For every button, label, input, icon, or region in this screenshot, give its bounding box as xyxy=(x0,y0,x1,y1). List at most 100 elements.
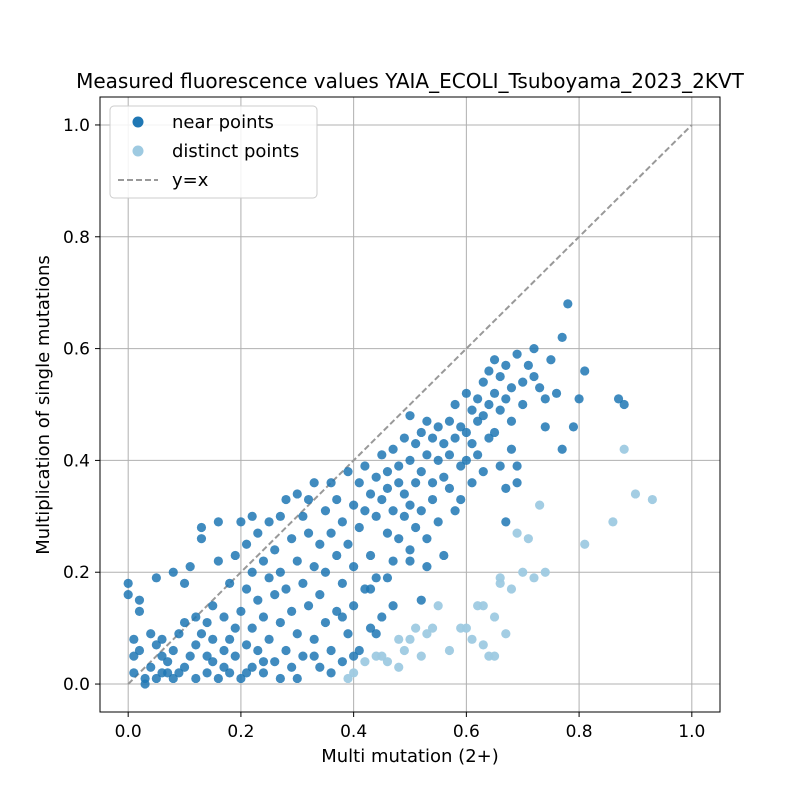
near-point xyxy=(168,673,178,684)
near-point xyxy=(489,427,500,438)
distinct-point xyxy=(411,623,421,633)
near-point xyxy=(275,617,285,628)
near-point xyxy=(219,612,229,622)
y-tick-label: 0.4 xyxy=(63,451,90,471)
near-point xyxy=(202,668,212,678)
grid-lines xyxy=(100,97,720,712)
near-point xyxy=(264,573,274,583)
near-point xyxy=(501,483,511,493)
near-point xyxy=(275,567,285,577)
distinct-point xyxy=(433,601,443,611)
near-point xyxy=(551,388,562,398)
near-point xyxy=(354,478,364,488)
near-point xyxy=(134,645,145,656)
near-point xyxy=(337,517,347,527)
near-point xyxy=(461,455,471,466)
near-point xyxy=(281,645,291,656)
distinct-point xyxy=(580,539,590,549)
near-point xyxy=(315,539,325,549)
near-point xyxy=(202,651,212,661)
near-point xyxy=(495,461,505,471)
near-point xyxy=(456,494,466,505)
near-point xyxy=(258,668,269,678)
near-point xyxy=(394,478,404,488)
near-point xyxy=(337,578,347,589)
distinct-point xyxy=(647,494,657,505)
distinct-point xyxy=(608,517,618,527)
near-point xyxy=(326,668,336,678)
near-point xyxy=(382,483,393,493)
near-point xyxy=(253,645,263,656)
near-point xyxy=(168,567,178,577)
near-point xyxy=(270,589,280,600)
near-point xyxy=(208,657,218,667)
near-point xyxy=(225,668,235,678)
near-point xyxy=(365,584,376,594)
near-point xyxy=(371,629,381,639)
near-point xyxy=(332,550,342,561)
near-point xyxy=(129,634,139,644)
near-point xyxy=(478,377,488,387)
near-point xyxy=(501,517,511,527)
near-point xyxy=(247,623,257,633)
near-point xyxy=(298,651,308,661)
near-point xyxy=(540,394,550,404)
near-point xyxy=(275,673,285,684)
near-point xyxy=(185,562,195,572)
near-point xyxy=(320,506,331,516)
near-point xyxy=(473,394,483,404)
near-point xyxy=(174,629,184,639)
near-point xyxy=(264,517,274,527)
distinct-point xyxy=(394,634,404,644)
near-point xyxy=(427,478,438,488)
near-point xyxy=(354,522,364,533)
near-point xyxy=(129,651,139,661)
near-point xyxy=(213,517,223,527)
near-point xyxy=(388,556,398,566)
near-point xyxy=(411,522,421,533)
near-point xyxy=(501,360,511,370)
near-point xyxy=(484,433,494,443)
near-point xyxy=(512,349,522,359)
near-point xyxy=(444,450,455,460)
near-point xyxy=(613,394,624,404)
near-point xyxy=(185,651,195,661)
near-point xyxy=(326,645,336,656)
near-point xyxy=(450,433,460,443)
near-point xyxy=(174,668,184,678)
near-point xyxy=(546,355,556,365)
near-point xyxy=(354,645,364,656)
near-point xyxy=(270,545,280,555)
distinct-point xyxy=(535,500,545,510)
distinct-point xyxy=(540,567,550,577)
near-point xyxy=(394,534,404,544)
near-point xyxy=(191,612,201,622)
near-point xyxy=(529,371,539,382)
near-point xyxy=(422,534,432,544)
near-point xyxy=(349,601,359,611)
near-point xyxy=(377,612,387,622)
legend: near points distinct points y=x xyxy=(109,105,318,199)
near-point xyxy=(574,394,584,404)
near-point xyxy=(275,511,285,521)
near-point xyxy=(196,629,207,639)
distinct-point xyxy=(382,657,393,667)
near-point xyxy=(535,383,545,393)
distinct-point xyxy=(405,634,415,644)
x-tick-label: 0.2 xyxy=(227,722,254,742)
near-point xyxy=(349,500,359,510)
x-axis-ticks: 0.0 0.2 0.4 0.6 0.8 1.0 xyxy=(115,712,705,742)
near-point xyxy=(450,506,460,516)
near-point xyxy=(179,662,190,672)
y-tick-label: 0.2 xyxy=(63,563,90,583)
near-point xyxy=(287,534,297,544)
near-point xyxy=(557,332,567,343)
near-point xyxy=(377,450,387,460)
near-point xyxy=(512,461,522,471)
near-point xyxy=(253,595,263,605)
near-point xyxy=(461,427,471,438)
near-point xyxy=(134,595,145,605)
distinct-point xyxy=(399,645,409,656)
near-point xyxy=(360,506,370,516)
